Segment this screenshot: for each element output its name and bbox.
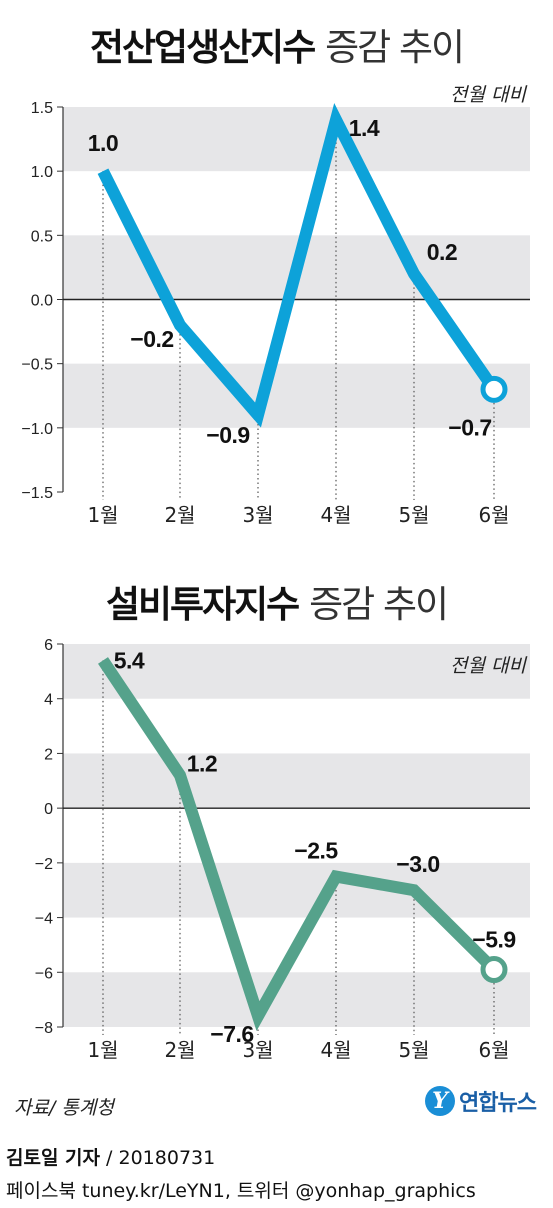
x-tick-label: 2월: [164, 503, 195, 527]
unit-note: 전월 대비: [450, 655, 527, 677]
data-value-label: −0.7: [448, 414, 491, 440]
x-tick-label: 6월: [478, 503, 509, 527]
data-value-label: 0.2: [427, 239, 457, 265]
chart1-title-bold: 전산업생산지수: [89, 26, 316, 69]
y-tick-label: 1.5: [31, 100, 53, 117]
x-tick-label: 4월: [320, 503, 351, 527]
x-tick-label: 1월: [87, 503, 118, 527]
y-tick-label: −0.5: [21, 357, 53, 374]
x-tick-label: 5월: [398, 503, 429, 527]
source-note: 자료/ 통계청: [14, 1097, 114, 1119]
data-value-label: −3.0: [396, 851, 439, 877]
x-tick-label: 5월: [398, 1038, 429, 1062]
data-value-label: 1.4: [349, 115, 380, 141]
x-tick-label: 1월: [87, 1038, 118, 1062]
x-tick-label: 4월: [320, 1038, 351, 1062]
reporter-date: / 20180731: [100, 1147, 216, 1169]
chart1-title: 전산업생산지수 증감 추이: [0, 17, 553, 71]
y-tick-label: −1.5: [21, 485, 53, 502]
y-tick-label: −2: [35, 856, 53, 873]
y-tick-label: 1.0: [31, 164, 53, 181]
data-value-label: 1.2: [187, 750, 217, 776]
y-tick-label: −6: [35, 965, 53, 982]
chart2-title-bold: 설비투자지수: [105, 583, 300, 626]
yonhap-logo: Y 연합뉴스: [425, 1085, 537, 1117]
grid-band: [63, 862, 530, 918]
y-tick-label: 2: [44, 746, 53, 763]
chart2-title-light: 증감 추이: [309, 583, 449, 626]
y-tick-label: 0.0: [31, 293, 53, 310]
reporter-name: 김토일 기자: [6, 1147, 101, 1169]
y-tick-label: 0: [44, 801, 53, 818]
unit-note: 전월 대비: [450, 84, 527, 106]
yonhap-logo-text: 연합뉴스: [459, 1091, 537, 1116]
data-value-label: −2.5: [294, 838, 338, 864]
reporter-credit: 김토일 기자 / 20180731: [6, 1143, 215, 1170]
y-tick-label: 6: [44, 637, 53, 654]
x-tick-label: 3월: [242, 1038, 273, 1062]
grid-band: [63, 644, 530, 699]
end-point-marker: [480, 956, 508, 984]
grid-band: [63, 753, 530, 809]
series-line: [97, 103, 499, 428]
grid-band: [63, 363, 530, 428]
data-value-label: −0.9: [206, 422, 249, 448]
grid-band: [63, 972, 530, 1027]
x-tick-label: 2월: [164, 1038, 195, 1062]
chart1-title-light: 증감 추이: [325, 26, 465, 69]
grid-band: [63, 107, 530, 172]
y-tick-label: 0.5: [31, 228, 53, 245]
social-credit: 페이스북 tuney.kr/LeYN1, 트위터 @yonhap_graphic…: [6, 1180, 476, 1202]
data-value-label: 1.0: [88, 130, 118, 156]
y-tick-label: 4: [44, 692, 53, 709]
data-value-label: 5.4: [114, 647, 145, 673]
series-line: [98, 657, 499, 1031]
end-point-marker: [480, 375, 508, 403]
x-tick-label: 6월: [478, 1038, 509, 1062]
y-tick-label: −4: [35, 911, 53, 928]
chart2-title: 설비투자지수 증감 추이: [0, 574, 553, 628]
y-tick-label: −8: [35, 1020, 53, 1037]
data-value-label: −5.9: [472, 927, 515, 953]
yonhap-logo-icon: Y: [425, 1086, 455, 1116]
y-tick-label: −1.0: [21, 421, 53, 438]
data-value-label: −0.2: [130, 326, 173, 352]
data-value-label: −7.6: [210, 1021, 253, 1047]
x-tick-label: 3월: [242, 503, 273, 527]
